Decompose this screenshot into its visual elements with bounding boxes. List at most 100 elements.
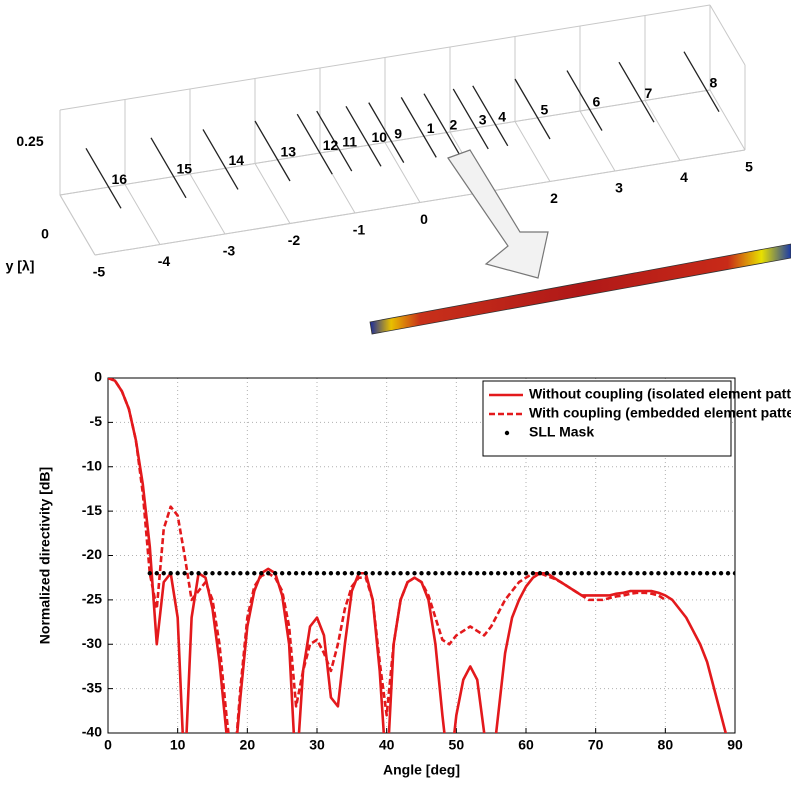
series-line — [108, 378, 667, 733]
mask-point — [182, 571, 187, 576]
grid-line — [254, 163, 291, 224]
x-tick-label: 30 — [309, 737, 325, 753]
x-tick-label: 70 — [588, 737, 604, 753]
mask-point — [586, 571, 591, 576]
array-element — [368, 102, 405, 163]
mask-point — [335, 571, 341, 576]
mask-point — [203, 571, 208, 576]
x-tick-label: 0 — [104, 737, 112, 753]
element-label: 14 — [229, 152, 245, 168]
mask-point — [300, 571, 306, 576]
mask-point — [356, 571, 361, 576]
array-element — [202, 129, 239, 190]
z-tick-label: 0 — [41, 226, 49, 242]
pattern-chart: 0 10 20 30 40 50 60 70 80 90 -40 -35 -30 -25 -20 -15 -10… — [37, 369, 791, 778]
legend-swatch — [504, 430, 510, 436]
element-label: 13 — [281, 144, 297, 160]
x-tick-label: 60 — [518, 737, 534, 753]
mask-point — [621, 571, 626, 576]
grid-line — [124, 184, 161, 245]
mask-point — [238, 571, 243, 576]
mask-point — [321, 571, 327, 576]
mask-point — [711, 571, 717, 576]
array-view: -5-4-3-2-101234500.25y [λ]12345678910111… — [6, 4, 753, 280]
mask-point — [370, 571, 375, 576]
mask-point — [189, 571, 194, 576]
mask-point — [259, 571, 264, 576]
x-tick-label: 40 — [379, 737, 395, 753]
x-tick-label: 10 — [170, 737, 186, 753]
element-label: 1 — [427, 120, 435, 136]
x-tick-label: -4 — [158, 253, 171, 269]
mask-point — [656, 571, 661, 576]
mask-point — [544, 571, 550, 576]
box-edge — [709, 4, 746, 66]
y-tick-label: -5 — [90, 413, 103, 429]
mask-point — [398, 571, 403, 576]
mask-point — [154, 571, 159, 576]
element-label: 16 — [112, 171, 128, 187]
mask-point — [725, 571, 731, 576]
mask-point — [412, 571, 417, 576]
grid-line — [709, 89, 746, 151]
array-element — [683, 51, 720, 113]
x-tick-label: 2 — [550, 190, 558, 206]
mask-point — [649, 571, 654, 576]
grid-line — [579, 110, 616, 172]
array-element — [150, 137, 187, 199]
element-label: 2 — [450, 116, 458, 132]
legend-box — [482, 380, 732, 457]
mask-point — [328, 571, 334, 576]
mask-point — [175, 571, 180, 576]
mask-point — [516, 571, 522, 576]
element-label: 7 — [645, 85, 653, 101]
array-element — [618, 61, 655, 123]
array-element — [452, 88, 489, 150]
mask-point — [293, 571, 299, 576]
mask-point — [600, 571, 605, 576]
x-tick-label: -2 — [288, 232, 301, 248]
array-element — [472, 85, 509, 147]
mask-point — [718, 571, 724, 576]
x-tick-label: 80 — [658, 737, 674, 753]
pattern-strip — [369, 243, 791, 335]
x-tick-label: -5 — [93, 264, 106, 280]
grid-line — [94, 149, 746, 256]
x-tick-label: 90 — [727, 737, 743, 753]
array-element — [254, 120, 291, 182]
mask-point — [551, 571, 557, 576]
mask-point — [210, 571, 215, 576]
mask-point — [419, 571, 424, 576]
mask-point — [384, 571, 389, 576]
grid-line — [514, 121, 551, 182]
mask-point — [273, 571, 278, 576]
mask-point — [168, 571, 173, 576]
y-tick-label: -15 — [82, 502, 102, 518]
array-element — [423, 93, 460, 155]
mask-point — [732, 571, 735, 576]
legend-label: With coupling (embedded element patterns… — [529, 405, 791, 421]
mask-point — [628, 571, 633, 576]
y-axis-label: Normalized directivity [dB] — [37, 467, 53, 644]
element-label: 5 — [541, 102, 549, 118]
array-element — [566, 70, 603, 131]
grid-line — [644, 100, 681, 161]
y-tick-label: -10 — [82, 457, 102, 473]
x-tick-label: 4 — [680, 169, 688, 185]
mask-point — [266, 571, 271, 576]
element-label: 11 — [342, 134, 357, 150]
x-tick-label: 3 — [615, 180, 623, 196]
mask-point — [537, 571, 543, 576]
array-element — [345, 105, 382, 167]
array-element — [514, 78, 551, 140]
mask-point — [224, 571, 229, 576]
x-tick-label: -3 — [223, 243, 236, 259]
mask-point — [558, 571, 564, 576]
mask-point — [468, 571, 473, 576]
mask-point — [279, 571, 285, 576]
array-element — [400, 97, 437, 158]
mask-point — [454, 571, 459, 576]
mask-point — [523, 571, 529, 576]
mask-point — [677, 571, 682, 576]
mask-point — [245, 571, 250, 576]
